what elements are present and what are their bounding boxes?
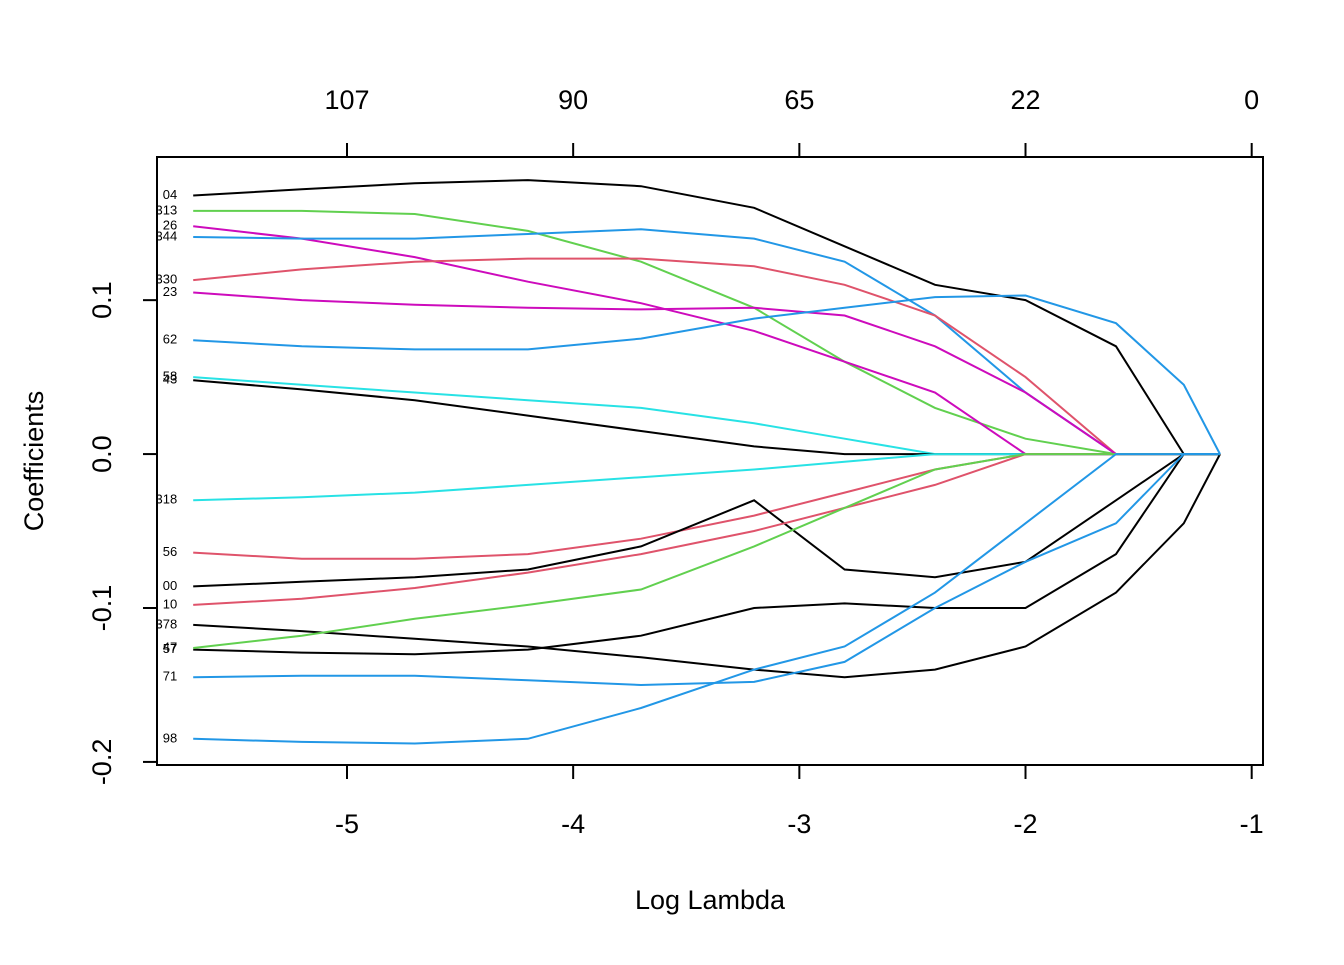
- series-label: 58: [163, 369, 177, 384]
- series-label: 62: [163, 332, 177, 347]
- series-line: [193, 291, 1220, 456]
- series-label: 26: [163, 218, 177, 233]
- x2-tick-label: 90: [558, 85, 588, 115]
- series-line: [193, 376, 1220, 456]
- plot-frame: [156, 156, 1264, 766]
- x2-tick-label: 65: [784, 85, 814, 115]
- series-label: 23: [163, 284, 177, 299]
- series-label: 71: [163, 669, 177, 684]
- series-label: 313: [155, 202, 177, 217]
- series-line: [193, 453, 1220, 687]
- series-label: 57: [163, 641, 177, 656]
- series-line: [193, 453, 1221, 679]
- series-label: 00: [163, 578, 177, 593]
- y-tick-label: 0.1: [87, 281, 117, 319]
- series-label: 98: [163, 730, 177, 745]
- series-label: 10: [163, 596, 177, 611]
- series-label: 04: [163, 187, 177, 202]
- x2-tick-label: 107: [324, 85, 369, 115]
- x-tick-label: -5: [335, 809, 359, 839]
- y-tick-label: 0.0: [87, 435, 117, 473]
- series-line: [193, 453, 1220, 560]
- x2-tick-label: 22: [1010, 85, 1040, 115]
- series-line: [193, 453, 1220, 606]
- series-label: 330: [155, 272, 177, 287]
- series-label: 43: [163, 372, 177, 387]
- series-line: [193, 453, 1220, 656]
- series-line: [193, 453, 1220, 745]
- x-tick-label: -4: [561, 809, 585, 839]
- y-tick-label: -0.1: [87, 585, 117, 632]
- x-tick-label: -3: [787, 809, 811, 839]
- series-line: [193, 179, 1220, 456]
- series-label: 56: [163, 544, 177, 559]
- x-axis-title: Log Lambda: [635, 885, 786, 915]
- series-label: 47: [163, 639, 177, 654]
- x-tick-label: -2: [1014, 809, 1038, 839]
- series-line: [193, 294, 1221, 455]
- x-tick-label: -1: [1240, 809, 1264, 839]
- series-label: 318: [155, 492, 177, 507]
- series-label: 378: [155, 616, 177, 631]
- series-label: 344: [155, 228, 177, 243]
- y-axis-title: Coefficients: [19, 391, 49, 532]
- y-tick-label: -0.2: [87, 739, 117, 786]
- series-line: [193, 453, 1220, 588]
- x2-tick-label: 0: [1244, 85, 1259, 115]
